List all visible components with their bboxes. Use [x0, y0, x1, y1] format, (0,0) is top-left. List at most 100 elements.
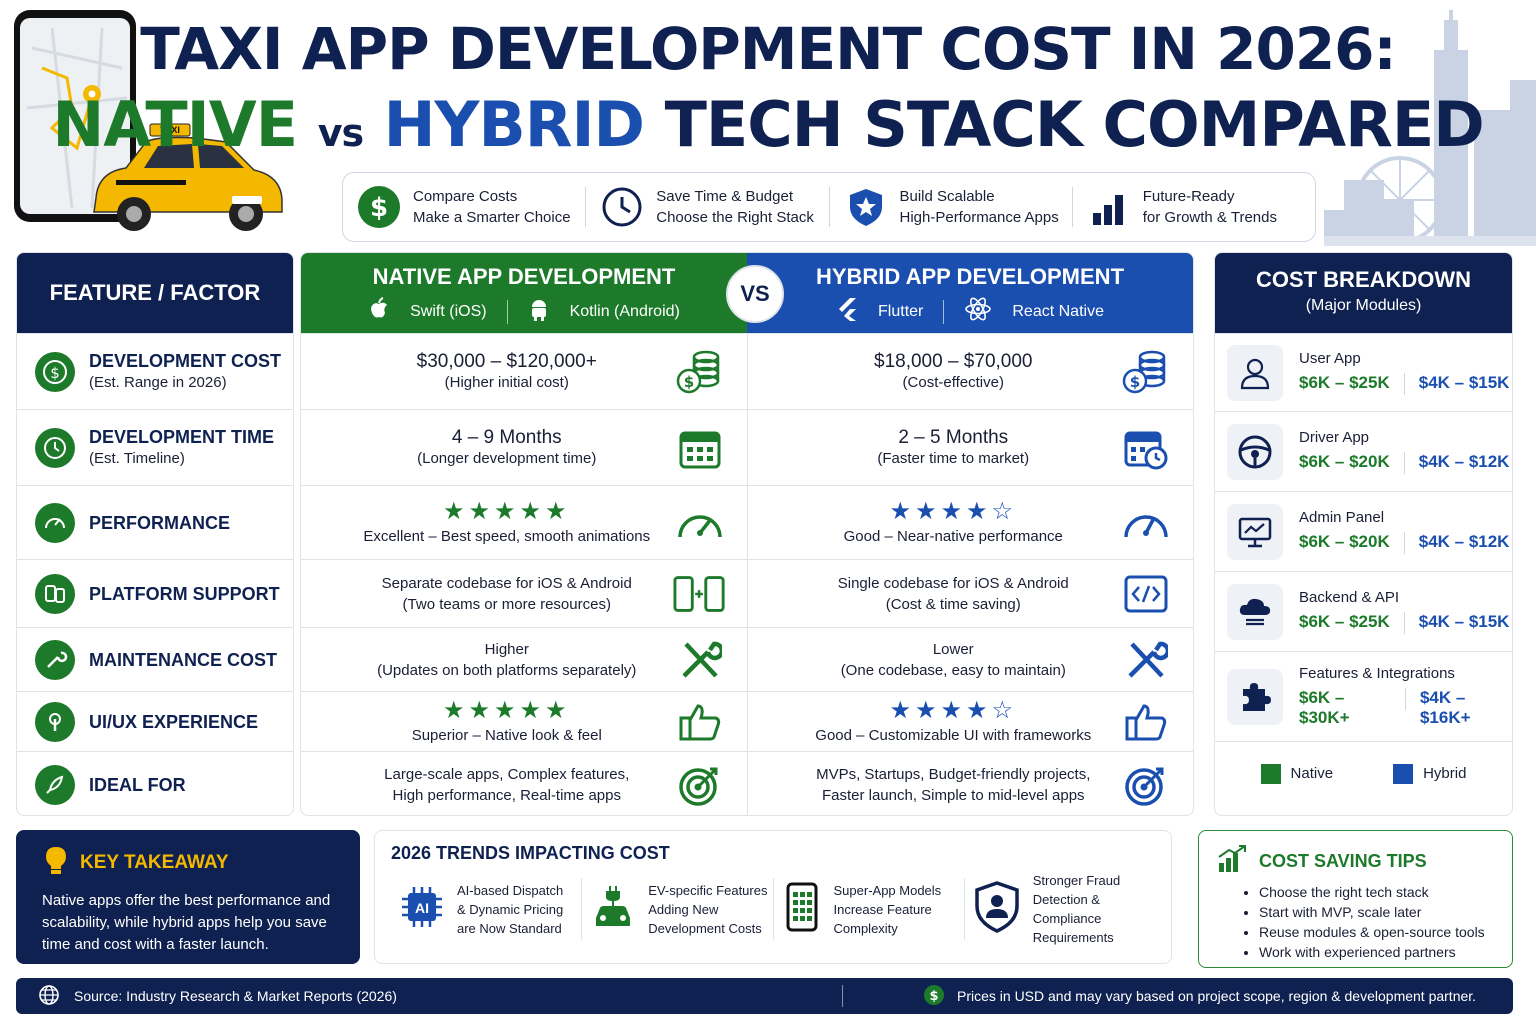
native-title: NATIVE APP DEVELOPMENT — [372, 264, 676, 289]
trend-super-app: Super-App Models Increase Feature Complexi… — [774, 878, 965, 940]
trend-l2: & Dynamic Pricing — [457, 901, 564, 917]
taxi-illustration: TAXI — [86, 120, 286, 240]
legend-hybrid: Hybrid — [1393, 763, 1466, 784]
module-hybrid-price: $4K – $12K — [1418, 452, 1510, 471]
module-name: Backend & API — [1299, 589, 1400, 606]
cost-module-backend-api: Backend & API $6K – $25K $4K – $15K — [1215, 571, 1512, 651]
shield-icon — [844, 185, 888, 229]
footer-source: Source: Industry Research & Market Repor… — [74, 988, 397, 1004]
feature-sub: (Est. Range in 2026) — [89, 373, 227, 391]
hybrid-ux-stars: ★★★★☆ — [889, 697, 1018, 724]
native-ideal-l2: High performance, Real-time apps — [392, 786, 621, 804]
native-ux-cell: ★★★★★ Superior – Native look & feel — [301, 692, 748, 751]
phone-grid-icon — [782, 882, 822, 937]
native-maint-l2: (Updates on both platforms separately) — [377, 661, 637, 679]
dollar-icon: $ — [35, 351, 75, 392]
benefit-build-scalable: Build Scalable High-Performance Apps — [830, 187, 1073, 227]
feature-label: PLATFORM SUPPORT — [89, 583, 280, 604]
tips-list: Choose the right tech stack Start with M… — [1259, 882, 1494, 962]
tips-title: COST SAVING TIPS — [1259, 851, 1427, 871]
touch-icon — [35, 701, 75, 742]
trend-l3: are Now Standard — [457, 920, 562, 936]
dollar-icon: $ — [923, 984, 945, 1009]
native-ux-note: Superior – Native look & feel — [411, 727, 602, 744]
hybrid-platform-l1: Single codebase for iOS & Android — [837, 574, 1069, 592]
calendar-clock-icon — [1119, 423, 1173, 473]
apple-icon — [368, 297, 390, 326]
feature-row-performance: PERFORMANCE — [17, 485, 293, 559]
benefit-compare-costs: $ Compare Costs Make a Smarter Choice — [343, 186, 587, 228]
trend-l3: Requirements — [1032, 930, 1114, 945]
tools-icon — [673, 635, 727, 685]
code-icon — [1119, 569, 1173, 619]
two-phones-icon — [672, 569, 727, 619]
calendar-icon — [673, 423, 727, 473]
hybrid-cost: $18,000 – $70,000 — [874, 350, 1033, 372]
shield-user-icon — [973, 880, 1021, 939]
cost-breakdown-header: COST BREAKDOWN (Major Modules) — [1215, 253, 1512, 333]
user-icon — [1227, 344, 1283, 401]
hybrid-maintenance-cell: Lower (One codebase, easy to maintain) — [748, 628, 1194, 691]
hybrid-ux-cell: ★★★★☆ Good – Customizable UI with framewo… — [748, 692, 1194, 751]
row-ideal: Large-scale apps, Complex features, High … — [301, 751, 1193, 815]
cost-saving-tips: COST SAVING TIPS Choose the right tech s… — [1198, 830, 1513, 968]
monitor-chart-icon — [1227, 503, 1283, 560]
benefit-title: Save Time & Budget — [656, 188, 793, 205]
hybrid-ideal-l1: MVPs, Startups, Budget-friendly projects… — [816, 765, 1091, 783]
feature-header: FEATURE / FACTOR — [17, 253, 293, 333]
trend-l2: Adding New — [648, 901, 719, 917]
svg-text:$: $ — [50, 364, 60, 382]
cost-breakdown-panel: COST BREAKDOWN (Major Modules) User App $… — [1214, 252, 1513, 816]
native-stack-ios: Swift (iOS) — [410, 302, 487, 320]
hybrid-maint-l2: (One codebase, easy to maintain) — [840, 661, 1066, 679]
module-name: Driver App — [1299, 429, 1370, 446]
footer: Source: Industry Research & Market Repor… — [16, 978, 1513, 1014]
svg-text:$: $ — [370, 193, 388, 223]
benefit-title: Build Scalable — [899, 188, 995, 205]
city-skyline-illustration — [1324, 10, 1536, 246]
module-hybrid-price: $4K – $15K — [1418, 373, 1510, 392]
globe-icon — [38, 984, 60, 1009]
tip-item: Start with MVP, scale later — [1259, 902, 1494, 922]
hybrid-ux-note: Good – Customizable UI with frameworks — [815, 727, 1092, 744]
clock-icon — [600, 185, 644, 229]
page-title: TAXI APP DEVELOPMENT COST IN 2026: — [140, 15, 1396, 83]
rocket-icon — [35, 764, 75, 805]
footer-note: Prices in USD and may vary based on proj… — [957, 988, 1477, 1004]
module-native-price: $6K – $30K+ — [1299, 688, 1350, 727]
feature-sub: (Est. Timeline) — [89, 449, 185, 467]
hybrid-cost-cell: $18,000 – $70,000 (Cost-effective) $ — [748, 334, 1194, 409]
feature-label: IDEAL FOR — [89, 774, 186, 795]
page-subtitle: NATIVE vs HYBRID TECH STACK COMPARED — [0, 88, 1536, 170]
trend-l2: Detection & Compliance — [1032, 892, 1102, 926]
cloud-server-icon — [1227, 583, 1283, 640]
cost-legend: Native Hybrid — [1215, 741, 1512, 805]
feature-label: DEVELOPMENT TIME — [89, 426, 275, 447]
taxi-sign-text: TAXI — [160, 125, 180, 135]
module-native-price: $6K – $20K — [1299, 532, 1390, 551]
target-icon — [673, 760, 727, 810]
thumbs-up-icon — [673, 697, 727, 747]
growth-chart-icon — [1087, 185, 1131, 229]
comparison-header: NATIVE APP DEVELOPMENT Swift (iOS) Kotli… — [301, 253, 1193, 333]
module-name: Admin Panel — [1299, 509, 1385, 526]
title-rest: TECH STACK COMPARED — [664, 88, 1485, 161]
coins-icon: $ — [673, 347, 727, 397]
module-native-price: $6K – $25K — [1299, 612, 1390, 631]
hybrid-time-note: (Faster time to market) — [877, 449, 1030, 467]
feature-row-cost: $ DEVELOPMENT COST (Est. Range in 2026) — [17, 333, 293, 409]
benefits-strip: $ Compare Costs Make a Smarter Choice Sav… — [342, 172, 1316, 242]
native-time: 4 – 9 Months — [451, 426, 562, 448]
clock-icon — [35, 427, 75, 468]
trend-ai-dispatch: AI AI-based Dispatch & Dynamic Pricing are… — [391, 878, 583, 940]
cost-module-features: Features & Integrations $6K – $30K+ $4K – … — [1215, 651, 1512, 741]
feature-row-maintenance: MAINTENANCE COST — [17, 627, 293, 691]
native-platform-cell: Separate codebase for iOS & Android (Two … — [301, 560, 748, 627]
native-stack-android: Kotlin (Android) — [569, 302, 680, 320]
native-maintenance-cell: Higher (Updates on both platforms separat… — [301, 628, 748, 691]
ai-chip-icon: AI — [399, 884, 445, 935]
row-time: 4 – 9 Months (Longer development time) 2 … — [301, 409, 1193, 485]
speedometer-icon — [673, 498, 727, 548]
module-native-price: $6K – $20K — [1299, 452, 1390, 471]
native-performance-cell: ★★★★★ Excellent – Best speed, smooth anim… — [301, 486, 748, 559]
